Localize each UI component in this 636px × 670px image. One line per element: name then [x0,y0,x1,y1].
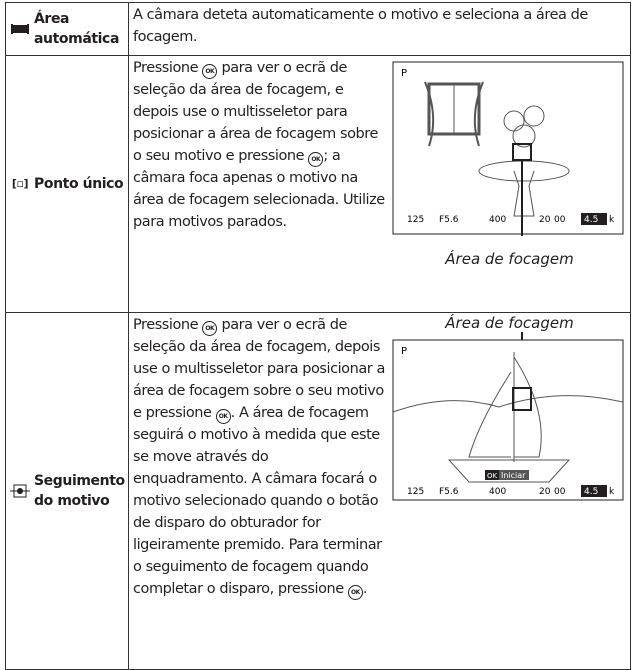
row: Seguimento do motivo Pressione OK para v… [5,312,631,670]
description: Pressione OK para ver o ecrã de seleção … [129,313,389,601]
text: Pressione [133,317,203,333]
mode: P [401,346,407,357]
unit: k [609,215,615,225]
caption: Área de focagem [445,250,574,268]
text: para ver o ecrã de seleção da área de fo… [133,317,385,421]
label: Ponto único [34,176,124,192]
iso: 400 [489,487,506,497]
aperture: F5.6 [439,487,459,497]
shots: 20 [539,487,551,497]
row: [▫] Ponto único Pressione OK para ver o … [5,55,631,313]
mode: P [401,68,407,79]
shots-sub: 00 [554,215,566,225]
unit: k [609,487,615,497]
ok-icon: OK [347,585,363,600]
remaining: 4.5 [584,487,598,497]
shots: 20 [539,215,551,225]
screen: P 125 F5.6 400 20 00 4.5 k [392,61,624,236]
button-key: OK [487,472,498,480]
screen: P OK Iniciar 125 F5.6 400 20 00 4.5 k [392,332,624,501]
text: A câmara deteta automaticamente o motivo… [133,7,588,45]
label: Seguimento do motivo [34,473,125,509]
description: A câmara deteta automaticamente o motivo… [129,3,630,49]
shots-sub: 00 [554,487,566,497]
ok-icon: OK [308,152,324,167]
iso: 400 [489,215,506,225]
shutter: 125 [407,215,424,225]
label: Área automática [34,11,119,47]
row: Área automática A câmara deteta automati… [5,2,631,56]
button-label: Iniciar [501,471,526,480]
shutter: 125 [407,487,424,497]
icon [11,24,29,34]
text: . A área de focagem seguirá o motivo à m… [133,405,382,597]
ok-icon: OK [202,64,218,79]
ok-icon: OK [202,321,218,336]
icon [10,484,30,498]
aperture: F5.6 [439,215,459,225]
ok-icon: OK [215,409,231,424]
table: Área automática A câmara deteta automati… [5,2,631,670]
text: . [362,581,368,597]
text: ; a câmara foca apenas o motivo na área … [133,148,385,230]
description: Pressione OK para ver o ecrã de seleção … [129,56,389,268]
text: Pressione [133,60,203,76]
text: para ver o ecrã de seleção da área de fo… [133,60,378,164]
remaining: 4.5 [584,215,598,225]
caption: Área de focagem [445,314,574,332]
